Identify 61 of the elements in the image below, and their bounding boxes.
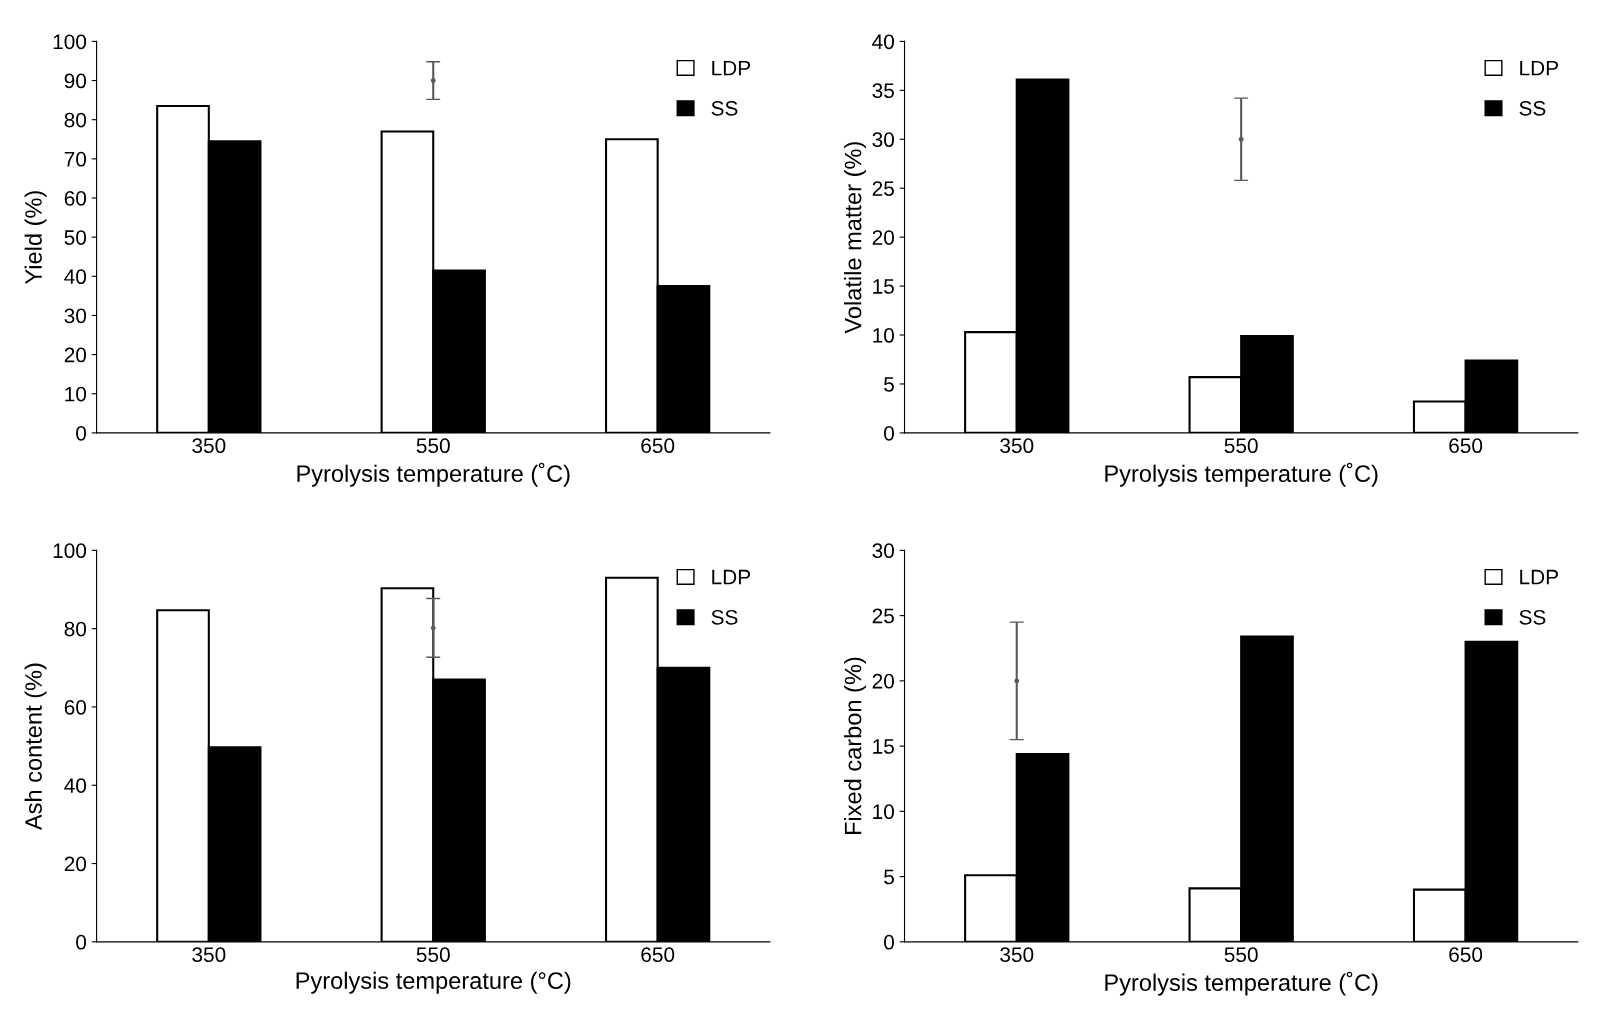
legend-label: SS bbox=[1519, 100, 1546, 116]
y-tick-label: 0 bbox=[76, 425, 87, 441]
x-tick-label: 350 bbox=[192, 438, 226, 454]
y-tick-label: 30 bbox=[872, 543, 894, 559]
y-tick-label: 25 bbox=[872, 181, 894, 196]
x-tick-label: 650 bbox=[1449, 438, 1483, 454]
y-tick-label: 35 bbox=[872, 83, 894, 99]
y-tick-label: 40 bbox=[64, 269, 87, 285]
y-tick-label: 15 bbox=[873, 739, 894, 754]
legend-label: SS bbox=[1519, 609, 1546, 625]
x-tick-label: 350 bbox=[1000, 438, 1034, 454]
x-tick-label: 650 bbox=[641, 947, 675, 963]
x-tick-label: 650 bbox=[641, 438, 675, 454]
y-tick-label: 60 bbox=[64, 699, 87, 715]
x-tick-label: 350 bbox=[192, 947, 226, 963]
legend-label: SS bbox=[711, 609, 738, 625]
y-tick-label: 25 bbox=[872, 608, 894, 624]
legend-label: LDP bbox=[712, 60, 751, 76]
y-tick-label: 20 bbox=[872, 673, 894, 689]
legend-label: LDP bbox=[1520, 569, 1558, 585]
y-tick-label: 70 bbox=[64, 151, 87, 167]
x-tick-label: 550 bbox=[416, 438, 450, 454]
y-tick-label: 80 bbox=[64, 621, 87, 637]
y-tick-label: 40 bbox=[64, 778, 87, 793]
y-tick-label: 20 bbox=[872, 230, 894, 245]
y-tick-label: 40 bbox=[872, 34, 894, 50]
y-tick-label: 90 bbox=[64, 73, 87, 89]
y-tick-label: 50 bbox=[64, 230, 87, 245]
y-tick-label: 30 bbox=[872, 132, 894, 148]
x-tick-label: 550 bbox=[416, 947, 450, 963]
y-axis-title: Yield (%) bbox=[24, 191, 47, 285]
y-tick-label: 100 bbox=[53, 34, 87, 50]
y-axis-title: Fixed carbon (%) bbox=[844, 657, 867, 835]
y-tick-label: 20 bbox=[64, 347, 87, 363]
y-tick-label: 10 bbox=[873, 328, 894, 343]
x-axis-title: Pyrolysis temperature (°C) bbox=[296, 971, 571, 994]
legend-label: SS bbox=[711, 100, 738, 116]
x-axis-title: Pyrolysis temperature (˚C) bbox=[1105, 971, 1378, 996]
x-tick-label: 650 bbox=[1449, 947, 1483, 963]
x-tick-label: 550 bbox=[1224, 438, 1258, 454]
y-tick-label: 15 bbox=[873, 279, 894, 294]
y-tick-label: 20 bbox=[64, 856, 87, 872]
y-tick-label: 30 bbox=[64, 308, 87, 324]
y-tick-label: 0 bbox=[884, 934, 894, 950]
y-tick-label: 10 bbox=[873, 804, 894, 820]
y-tick-label: 60 bbox=[64, 191, 87, 206]
y-axis-title: Ash content (%) bbox=[24, 663, 47, 831]
y-axis-title: Volatile matter (%) bbox=[844, 142, 867, 334]
y-tick-label: 10 bbox=[65, 386, 87, 402]
legend-label: LDP bbox=[1520, 60, 1558, 76]
y-tick-label: 5 bbox=[884, 377, 894, 392]
y-tick-label: 100 bbox=[53, 543, 87, 559]
x-axis-title: Pyrolysis temperature (˚C) bbox=[1105, 462, 1378, 487]
legend-label: LDP bbox=[712, 569, 751, 585]
x-tick-label: 550 bbox=[1224, 947, 1258, 963]
y-tick-label: 5 bbox=[884, 869, 894, 885]
x-axis-title: Pyrolysis temperature (˚C) bbox=[297, 462, 570, 487]
y-tick-label: 80 bbox=[64, 112, 87, 128]
y-tick-label: 0 bbox=[76, 934, 87, 950]
y-tick-label: 0 bbox=[884, 425, 894, 441]
x-tick-label: 350 bbox=[1000, 947, 1034, 963]
